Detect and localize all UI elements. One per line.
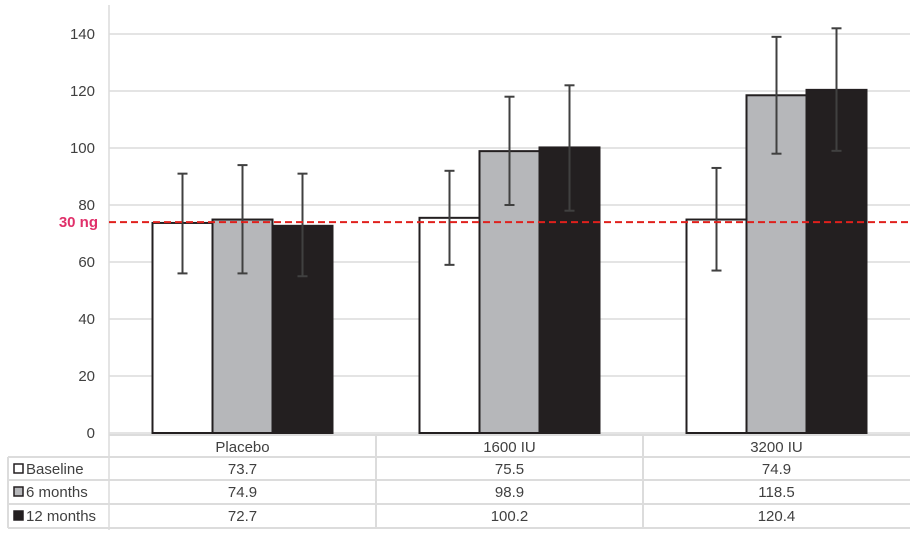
data-label: 118.5 (758, 484, 794, 501)
category-label: 1600 IU (483, 439, 536, 456)
legend-swatch (13, 463, 24, 474)
y-tick-label: 120 (70, 83, 95, 100)
data-label: 72.7 (228, 508, 257, 525)
data-label: 74.9 (762, 461, 791, 478)
data-label: 120.4 (758, 508, 796, 525)
data-label: 75.5 (495, 461, 524, 478)
y-tick-label: 0 (87, 425, 95, 442)
y-tick-label: 40 (78, 311, 95, 328)
data-label: 98.9 (495, 484, 524, 501)
y-tick-label: 60 (78, 254, 95, 271)
category-label: Placebo (215, 439, 269, 456)
y-tick-label: 20 (78, 368, 95, 385)
y-tick-label: 80 (78, 197, 95, 214)
category-label: 3200 IU (750, 439, 803, 456)
data-label: 73.7 (228, 461, 257, 478)
legend-label: Baseline (26, 461, 84, 478)
legend-swatch (13, 510, 24, 521)
legend-swatch (13, 486, 24, 497)
y-tick-label: 140 (70, 26, 95, 43)
reference-line-label: 30 ng (59, 214, 98, 231)
data-label: 100.2 (491, 508, 529, 525)
data-label: 74.9 (228, 484, 257, 501)
legend-label: 12 months (26, 508, 96, 525)
legend-label: 6 months (26, 484, 88, 501)
y-tick-label: 100 (70, 140, 95, 157)
